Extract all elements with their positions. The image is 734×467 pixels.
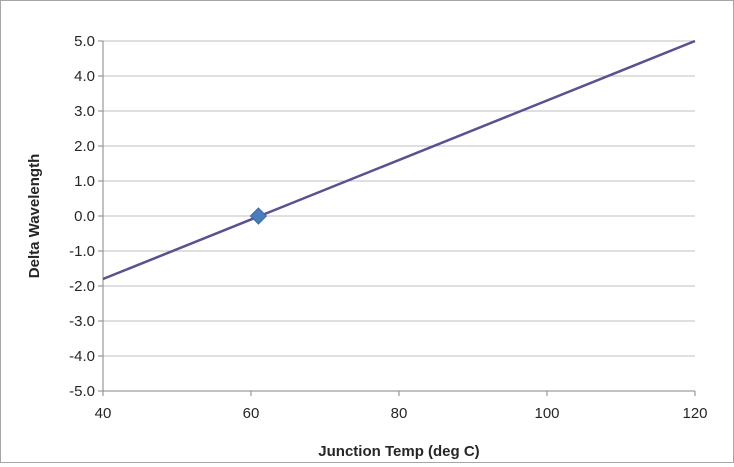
y-tick-label: -4.0 [69,348,95,365]
y-tick-label: -1.0 [69,243,95,260]
x-tick-label: 100 [534,405,559,422]
y-tick-label: 0.0 [74,208,95,225]
x-tick-label: 40 [95,405,112,422]
trend-line [102,39,696,281]
y-axis-title: Delta Wavelength [26,154,43,278]
y-tick-label: 5.0 [74,33,95,50]
y-tick-label: -5.0 [69,383,95,400]
y-tick-label: 4.0 [74,68,95,85]
grid-lines [103,40,695,357]
y-tick-label: 3.0 [74,103,95,120]
axes [98,40,696,396]
y-tick-labels: 5.0 4.0 3.0 2.0 1.0 0.0 -1.0 -2.0 -3.0 -4.0 -5.0 [69,33,95,400]
x-tick-label: 60 [243,405,260,422]
x-axis-title: Junction Temp (deg C) [318,443,479,460]
data-point-diamond [249,207,268,225]
y-tick-label: 2.0 [74,138,95,155]
data-series [102,39,696,281]
x-tick-label: 80 [391,405,408,422]
x-tick-label: 120 [682,405,707,422]
y-tick-label: 1.0 [74,173,95,190]
x-tick-labels: 40 60 80 100 120 [95,405,708,422]
y-tick-label: -2.0 [69,278,95,295]
y-tick-label: -3.0 [69,313,95,330]
